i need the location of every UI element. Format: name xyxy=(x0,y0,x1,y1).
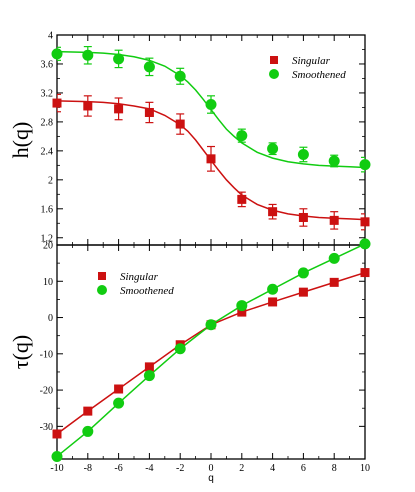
data-point-singular xyxy=(114,384,124,394)
data-point-singular xyxy=(52,98,62,108)
data-point-smoothened xyxy=(82,425,94,437)
legend-marker-smoothened xyxy=(97,285,107,295)
data-point-smoothened xyxy=(51,450,63,462)
y-tick-label: 1.6 xyxy=(41,204,54,215)
fit-line-singular xyxy=(57,271,365,435)
data-point-smoothened xyxy=(236,300,248,312)
y-tick-label: 10 xyxy=(43,277,53,288)
y-tick-label: 3.6 xyxy=(41,59,54,70)
data-point-smoothened xyxy=(267,143,279,155)
data-point-singular xyxy=(268,207,278,217)
data-point-smoothened xyxy=(113,397,125,409)
data-point-singular xyxy=(144,362,154,372)
y-tick-label: 20 xyxy=(43,241,53,252)
data-point-singular xyxy=(298,212,308,222)
y-axis-label: h(q) xyxy=(8,122,33,159)
data-point-smoothened xyxy=(143,61,155,73)
data-point-singular xyxy=(298,287,308,297)
x-tick-label: -6 xyxy=(114,463,122,474)
y-tick-label: 2.8 xyxy=(41,117,54,128)
data-point-singular xyxy=(360,268,370,278)
data-point-smoothened xyxy=(205,99,217,111)
data-point-singular xyxy=(83,101,93,111)
x-tick-label: 10 xyxy=(360,463,370,474)
data-point-smoothened xyxy=(82,49,94,61)
y-axis-label: τ(q) xyxy=(8,335,33,370)
x-tick-label: -2 xyxy=(176,463,184,474)
x-tick-label: 6 xyxy=(301,463,306,474)
x-tick-label: 8 xyxy=(332,463,337,474)
x-tick-label: -4 xyxy=(145,463,153,474)
legend-label-singular: Singular xyxy=(120,271,159,283)
tau-q-panel: -10 -8 -6 -4 -2 0 2 4 6 8 10-30-20-1001020τ(q)qSin… xyxy=(8,238,371,484)
data-point-singular xyxy=(360,217,370,227)
data-point-smoothened xyxy=(328,252,340,264)
data-point-smoothened xyxy=(359,238,371,250)
legend-marker-smoothened xyxy=(269,69,279,79)
data-point-smoothened xyxy=(236,130,248,142)
data-point-singular xyxy=(237,307,247,317)
data-point-smoothened xyxy=(297,148,309,160)
y-tick-label: -10 xyxy=(40,349,53,360)
data-point-singular xyxy=(83,406,93,416)
y-tick-label: -20 xyxy=(40,386,53,397)
legend-label-singular: Singular xyxy=(292,55,331,67)
legend-marker-singular xyxy=(98,272,106,280)
x-tick-label: 4 xyxy=(270,463,275,474)
data-point-smoothened xyxy=(143,370,155,382)
y-tick-label: 4 xyxy=(48,31,53,42)
x-tick-label: -10 xyxy=(50,463,63,474)
data-point-singular xyxy=(329,215,339,225)
y-tick-label: 0 xyxy=(48,313,53,324)
legend-label-smoothened: Smoothened xyxy=(292,69,346,81)
x-axis-label: q xyxy=(208,473,214,484)
y-tick-label: 2.4 xyxy=(41,146,54,157)
data-point-smoothened xyxy=(267,283,279,295)
legend-label-smoothened: Smoothened xyxy=(120,285,174,297)
y-tick-label: 3.2 xyxy=(41,88,54,99)
data-point-singular xyxy=(237,194,247,204)
y-tick-label: 2 xyxy=(48,175,53,186)
data-point-singular xyxy=(52,429,62,439)
data-point-smoothened xyxy=(51,48,63,60)
y-tick-label: -30 xyxy=(40,422,53,433)
x-tick-label: -8 xyxy=(84,463,92,474)
h-q-panel: 1.2 1.6 2 2.4 2.8 3.2 3.6 4 h(q) Singular Smoothen… xyxy=(8,31,371,246)
data-point-smoothened xyxy=(359,159,371,171)
data-point-smoothened xyxy=(174,343,186,355)
y-tick-label: 1.2 xyxy=(41,233,54,244)
data-point-smoothened xyxy=(174,70,186,82)
data-point-singular xyxy=(144,107,154,117)
x-tick-label: 0 xyxy=(209,463,214,474)
data-point-singular xyxy=(114,104,124,114)
data-point-smoothened xyxy=(297,267,309,279)
legend-marker-singular xyxy=(270,56,278,64)
data-point-singular xyxy=(329,277,339,287)
data-point-smoothened xyxy=(113,53,125,65)
data-point-smoothened xyxy=(205,319,217,331)
data-point-smoothened xyxy=(328,155,340,167)
x-tick-label: 2 xyxy=(239,463,244,474)
data-point-singular xyxy=(175,119,185,129)
data-point-singular xyxy=(268,297,278,307)
data-point-singular xyxy=(206,154,216,164)
